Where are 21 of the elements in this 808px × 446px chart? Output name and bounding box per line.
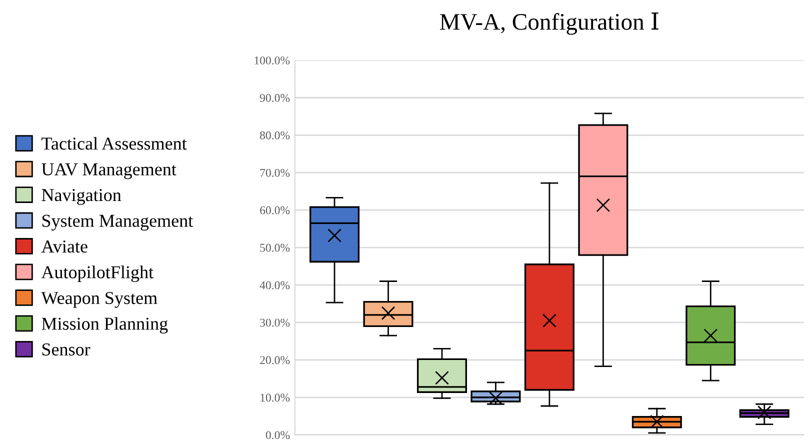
legend-label: Tactical Assessment (42, 137, 187, 150)
y-tick-label: 100.0% (254, 56, 290, 64)
legend-label: Mission Planning (42, 317, 168, 334)
legend-label: UAV Management (42, 163, 176, 180)
y-tick-label: 70.0% (260, 168, 290, 177)
legend-label: Aviate (41, 240, 88, 253)
legend-label: Weapon System (41, 292, 158, 308)
legend-label: System Management (42, 214, 194, 231)
y-tick-label: 60.0% (260, 206, 290, 214)
y-tick-label: 20.0% (260, 356, 290, 364)
y-tick-label: 90.0% (260, 94, 290, 102)
y-tick-label: 80.0% (260, 131, 290, 140)
y-tick-label: 40.0% (260, 281, 290, 290)
y-tick-label: 50.0% (260, 244, 290, 252)
y-tick-label: 10.0% (260, 394, 290, 402)
y-tick-label: 0.0% (266, 431, 290, 440)
y-tick-label: 30.0% (260, 318, 290, 327)
legend-label: Sensor (42, 343, 90, 356)
legend-label: Navigation (42, 189, 122, 205)
chart-title: MV-A, Configuration Ⅰ (440, 12, 658, 35)
legend-label: AutopilotFlight (41, 266, 154, 282)
